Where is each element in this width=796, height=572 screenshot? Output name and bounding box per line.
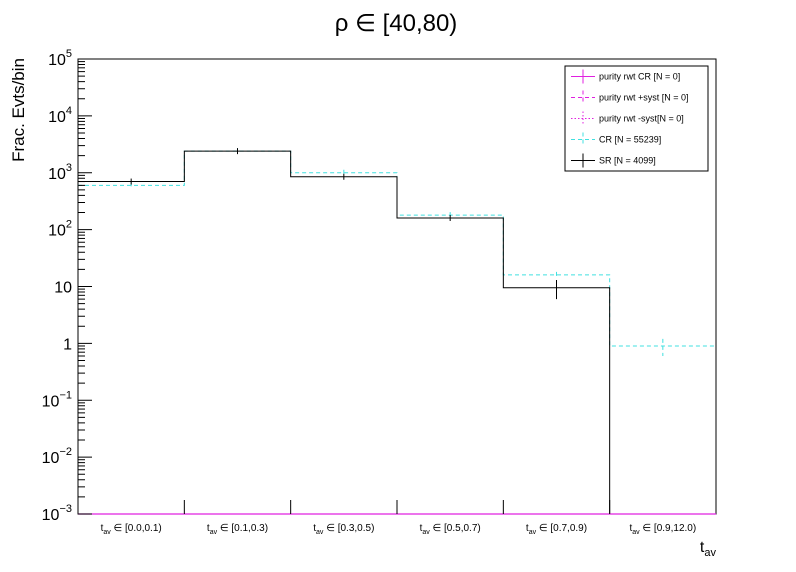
x-tick-label: tav ∈ [0.5,0.7) [420, 523, 481, 536]
y-tick-label: 103 [48, 162, 72, 183]
x-axis-label: tav [700, 539, 717, 559]
y-tick-label: 102 [48, 219, 72, 240]
x-tick-label: tav ∈ [0.3,0.5) [313, 523, 374, 536]
y-tick-label: 10 [54, 280, 72, 297]
x-axis-label-sub: av [704, 547, 716, 559]
x-tick-label: tav ∈ [0.1,0.3) [207, 523, 268, 536]
legend-label: CR [N = 55239] [599, 135, 661, 145]
x-tick-label: tav ∈ [0.7,0.9) [526, 523, 587, 536]
y-axis-label: Frac. Evts/bin [9, 58, 28, 162]
legend-label: purity rwt +syst [N = 0] [599, 93, 689, 103]
legend-label: purity rwt CR [N = 0] [599, 72, 680, 82]
y-tick-label: 105 [48, 48, 72, 69]
x-axis: tav ∈ [0.0,0.1) tav ∈ [0.1,0.3) tav ∈ [0.3… [101, 500, 696, 536]
x-axis-label-main: t [700, 539, 705, 556]
legend-label: SR [N = 4099] [599, 156, 656, 166]
y-tick-label: 10−3 [42, 503, 72, 524]
y-axis-label-text: Frac. Evts/bin [9, 58, 28, 162]
x-tick-label: tav ∈ [0.0,0.1) [101, 523, 162, 536]
y-tick-label: 10−1 [42, 389, 72, 410]
chart-title: ρ ∈ [40,80) [335, 10, 458, 37]
y-tick-label: 1 [63, 336, 72, 353]
y-tick-label: 104 [48, 105, 72, 126]
svg-text:tav: tav [700, 539, 717, 559]
y-tick-label: 10−2 [42, 446, 72, 467]
x-tick-label: tav ∈ [0.9,12.0) [629, 523, 696, 536]
legend: purity rwt CR [N = 0] purity rwt +syst [N… [564, 65, 709, 172]
series-line-4 [78, 150, 716, 515]
legend-label: purity rwt -syst[N = 0] [599, 114, 684, 124]
